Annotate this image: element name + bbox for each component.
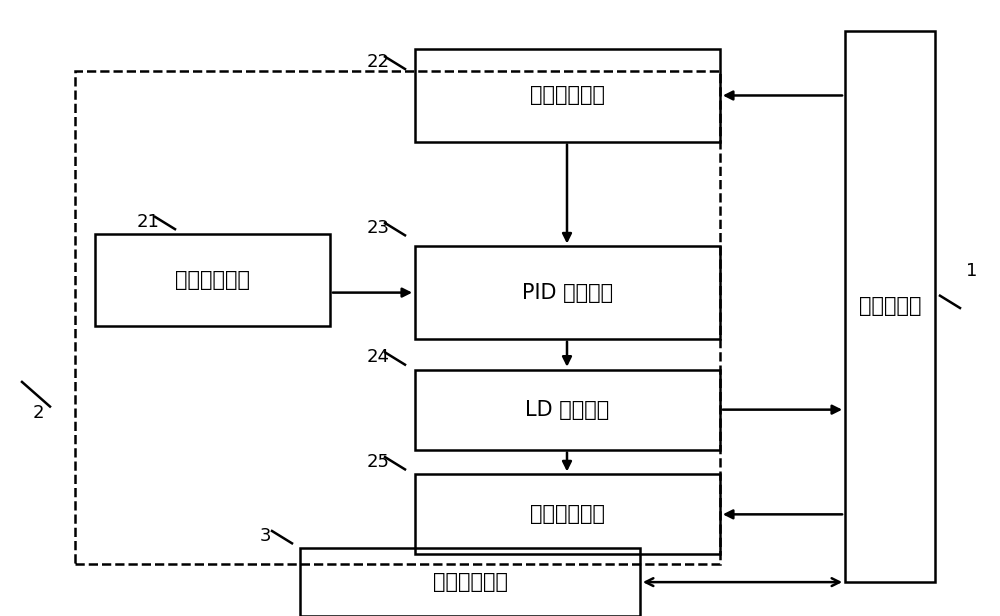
Text: 温度控制模块: 温度控制模块 bbox=[432, 572, 508, 592]
Text: LD 驱动模块: LD 驱动模块 bbox=[525, 400, 610, 419]
Text: 1: 1 bbox=[966, 262, 978, 280]
Bar bbox=[415, 474, 720, 554]
Text: 激光器模块: 激光器模块 bbox=[859, 296, 921, 317]
Bar bbox=[300, 548, 640, 616]
Text: 21: 21 bbox=[137, 213, 159, 231]
Text: 22: 22 bbox=[366, 52, 390, 71]
Bar bbox=[415, 246, 720, 339]
Bar bbox=[95, 234, 330, 326]
Text: 24: 24 bbox=[366, 348, 390, 367]
Text: 功率取样模块: 功率取样模块 bbox=[530, 86, 605, 105]
Bar bbox=[845, 31, 935, 582]
Text: PID 运算模块: PID 运算模块 bbox=[522, 283, 613, 302]
Bar bbox=[415, 49, 720, 142]
Text: 23: 23 bbox=[366, 219, 390, 237]
Text: 功率设置模块: 功率设置模块 bbox=[175, 270, 250, 290]
Text: 3: 3 bbox=[259, 527, 271, 545]
Text: 超温断电模块: 超温断电模块 bbox=[530, 505, 605, 524]
Bar bbox=[75, 71, 720, 564]
Text: 2: 2 bbox=[32, 403, 44, 422]
Text: 25: 25 bbox=[366, 453, 390, 471]
Bar bbox=[415, 370, 720, 450]
